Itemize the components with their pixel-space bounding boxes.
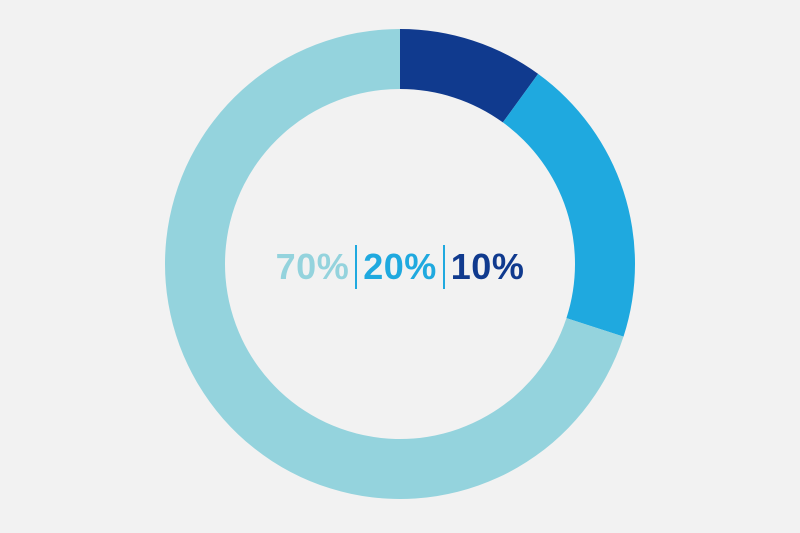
donut-slice-20	[503, 74, 635, 337]
donut-svg	[165, 29, 635, 499]
donut-chart: 70% 20% 10%	[165, 29, 635, 504]
chart-canvas: 70% 20% 10%	[0, 0, 800, 533]
